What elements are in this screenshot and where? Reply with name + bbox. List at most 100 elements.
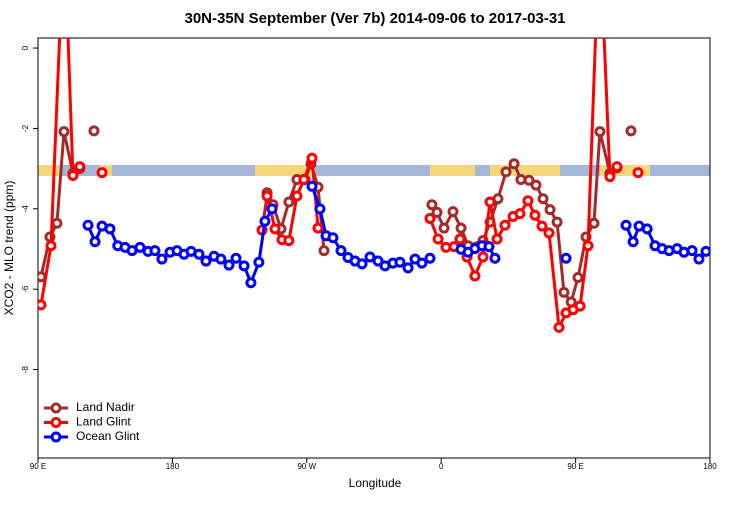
point <box>193 248 205 260</box>
point <box>306 152 318 164</box>
legend-label: Ocean Glint <box>76 429 140 443</box>
point <box>104 223 116 235</box>
point <box>283 235 295 247</box>
point <box>245 277 257 289</box>
point <box>686 245 698 257</box>
point <box>551 216 563 228</box>
point <box>298 173 310 185</box>
point <box>604 171 616 183</box>
point <box>572 272 584 284</box>
point <box>156 253 168 265</box>
point <box>335 245 347 257</box>
point <box>500 166 512 178</box>
point <box>530 179 542 191</box>
series-line <box>86 185 708 287</box>
x-axis-label: Longitude <box>349 476 402 490</box>
y-tick-label: -8 <box>21 365 30 373</box>
point <box>454 233 466 245</box>
point <box>523 174 535 186</box>
legend-marker <box>50 417 62 428</box>
point <box>483 241 495 253</box>
point <box>438 222 450 234</box>
point <box>484 196 496 208</box>
point <box>74 161 86 173</box>
point <box>238 260 250 272</box>
point <box>574 300 586 312</box>
point <box>611 161 623 173</box>
point <box>700 245 710 257</box>
point <box>536 220 548 232</box>
point <box>269 223 281 235</box>
plot-area <box>38 0 710 333</box>
point <box>489 252 501 264</box>
x-tick-label: 90 E <box>567 462 583 471</box>
point <box>582 240 594 252</box>
point <box>499 219 511 231</box>
point <box>96 167 108 179</box>
legend-label: Land Glint <box>76 415 131 429</box>
y-tick-label: 0 <box>21 45 30 50</box>
point <box>641 223 653 235</box>
point <box>45 240 57 252</box>
point <box>632 167 644 179</box>
point <box>402 262 414 274</box>
point <box>529 209 541 221</box>
y-axis-label: XCO2 - MLO trend (ppm) <box>2 181 16 316</box>
point <box>432 233 444 245</box>
point <box>558 286 570 298</box>
x-tick-label: 90 W <box>297 462 316 471</box>
point <box>318 245 330 257</box>
point <box>89 236 101 248</box>
point <box>514 208 526 220</box>
point <box>522 195 534 207</box>
point <box>537 193 549 205</box>
point <box>544 204 556 216</box>
x-tick-label: 0 <box>439 462 444 471</box>
point <box>259 215 271 227</box>
point <box>200 255 212 267</box>
point <box>477 251 489 263</box>
point <box>627 236 639 248</box>
point <box>283 196 295 208</box>
point <box>693 253 705 265</box>
point <box>431 206 443 218</box>
point <box>424 212 436 224</box>
legend-marker <box>50 402 62 414</box>
point <box>543 227 555 239</box>
point <box>416 257 428 269</box>
point <box>312 222 324 234</box>
point <box>553 321 565 333</box>
point <box>447 206 459 218</box>
point <box>261 190 273 202</box>
point <box>88 125 100 137</box>
x-tick-label: 180 <box>703 462 717 471</box>
chart-title: 30N-35N September (Ver 7b) 2014-09-06 to… <box>184 10 565 27</box>
point <box>266 203 278 215</box>
legend-label: Land Nadir <box>76 400 135 414</box>
point <box>455 222 467 234</box>
point <box>560 252 572 264</box>
point <box>394 256 406 268</box>
x-tick-label: 180 <box>166 462 180 471</box>
point <box>51 217 63 229</box>
point <box>356 258 368 270</box>
y-tick-label: -6 <box>21 285 30 293</box>
point <box>588 217 600 229</box>
point <box>253 256 265 268</box>
point <box>230 252 242 264</box>
point <box>491 233 503 245</box>
point <box>327 232 339 244</box>
point <box>625 125 637 137</box>
point <box>134 241 146 253</box>
legend-marker <box>50 431 62 443</box>
point <box>620 219 632 231</box>
point <box>67 169 79 181</box>
y-tick-label: -2 <box>21 124 30 132</box>
point <box>306 180 318 192</box>
point <box>82 219 94 231</box>
point <box>364 251 376 263</box>
x-tick-label: 90 E <box>30 462 46 471</box>
point <box>469 270 481 282</box>
series-line <box>41 0 638 327</box>
point <box>314 203 326 215</box>
